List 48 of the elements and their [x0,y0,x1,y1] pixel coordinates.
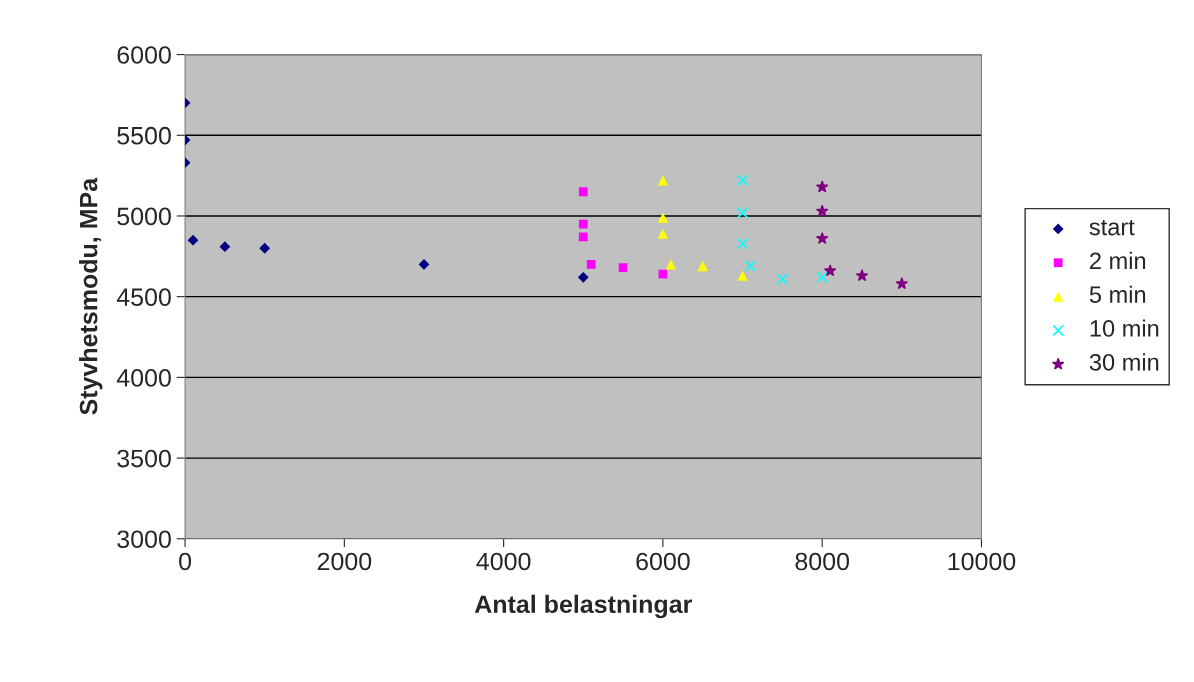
legend-label: 2 min [1090,251,1146,269]
point [824,264,837,277]
point [586,260,596,269]
point [259,242,271,254]
x-tick-label: 8000 [795,552,850,571]
point [816,180,829,193]
x-tick-label: 4000 [476,552,531,571]
legend-label: start [1089,219,1135,236]
point [736,206,749,219]
x-tick-label: 10000 [948,552,1016,571]
legend-label: 30 min [1089,353,1159,371]
y-tick-label: 4500 [116,288,171,306]
point [737,270,748,281]
point [856,269,868,281]
y-tick-label: 4000 [116,368,171,387]
point [744,260,757,272]
point [657,212,669,223]
point [187,234,199,246]
legend-label: 5 min [1089,285,1146,304]
point [657,228,669,239]
point [697,260,708,272]
point [618,263,628,273]
point [776,273,789,285]
point [578,232,588,242]
point [665,259,677,270]
x-tick-label: 6000 [636,552,690,571]
y-tick-label: 5000 [117,207,171,226]
x-tick-label: 2000 [317,552,372,571]
point [736,237,749,250]
y-tick-label: 3500 [117,449,171,468]
y-tick-label: 3000 [117,530,171,549]
point [219,241,231,253]
legend-label: 10 min [1090,319,1159,337]
point [816,204,829,217]
x-axis-title: Antal belastningar [474,594,692,619]
point [418,259,430,270]
y-tick-label: 6000 [117,46,171,64]
point [657,175,669,186]
point [578,187,588,197]
point [816,232,829,244]
x-tick-label: 0 [179,552,192,571]
point [736,174,749,187]
point [578,219,588,229]
point [577,271,589,283]
y-tick-label: 5500 [117,126,171,145]
y-axis-title: Styvhetsmodu, MPa [79,177,103,415]
point [895,277,908,289]
point [816,271,828,284]
